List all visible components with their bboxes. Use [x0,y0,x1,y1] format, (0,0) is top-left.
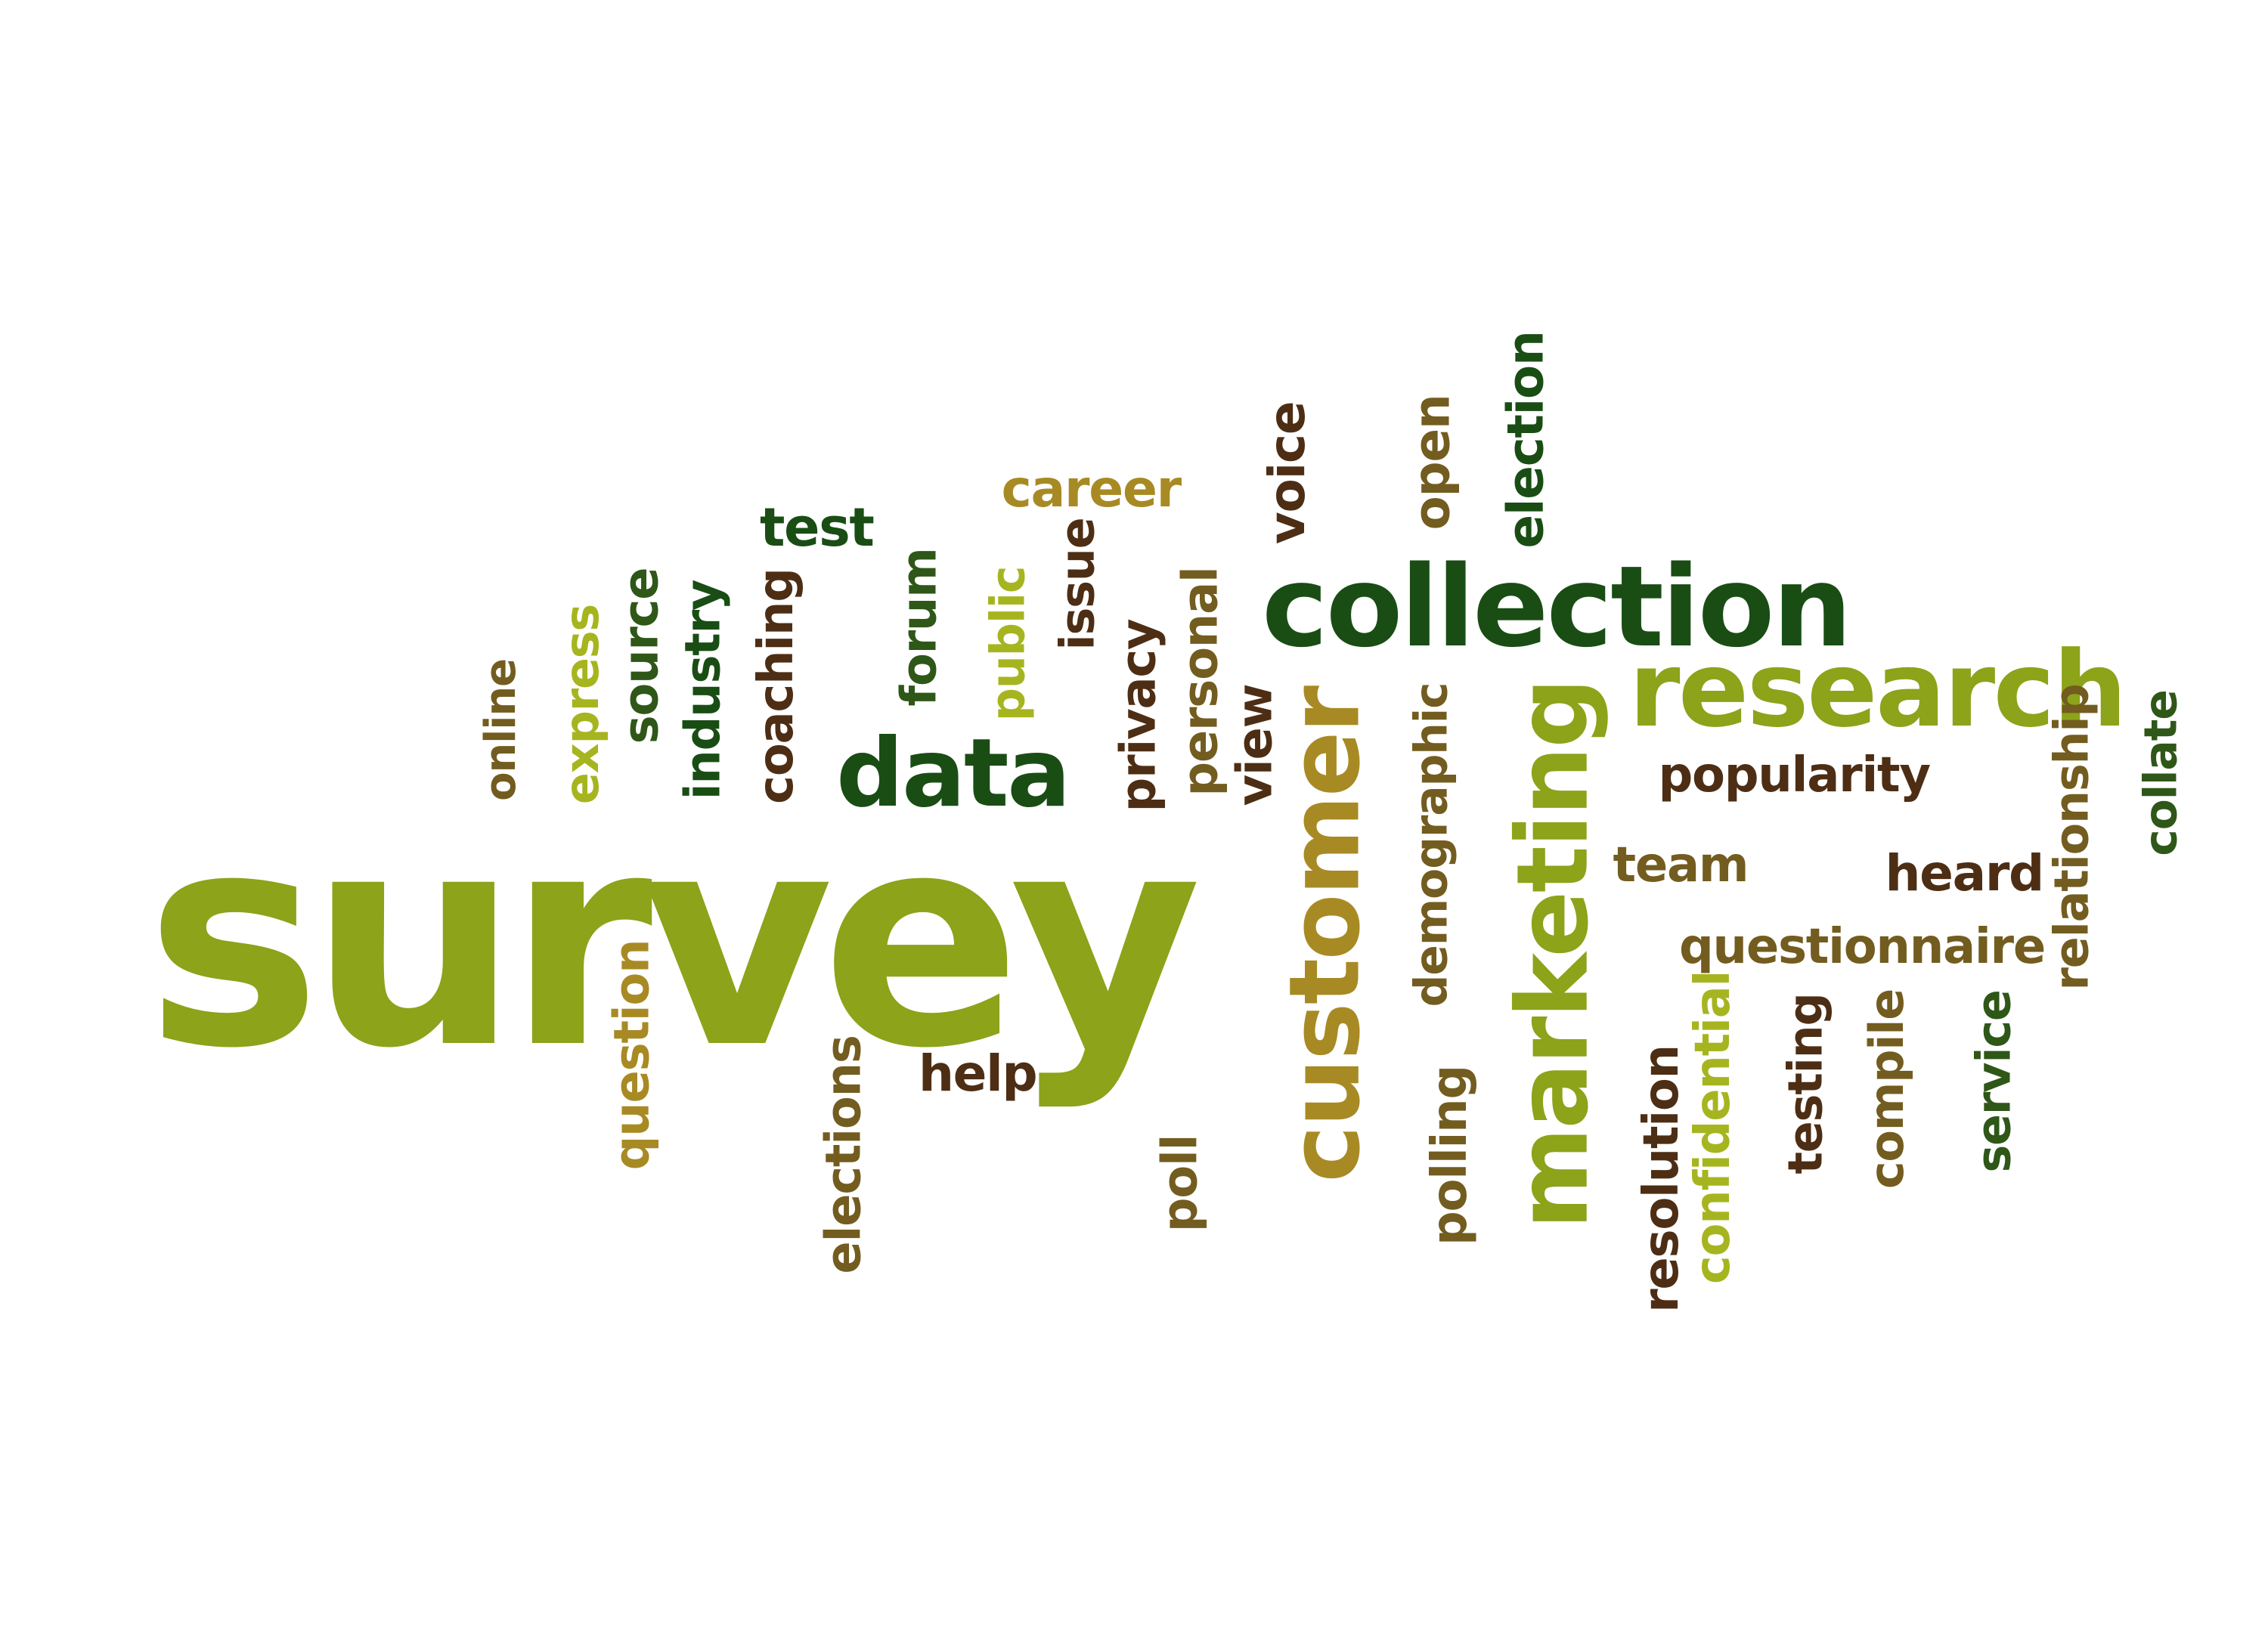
word-questionnaire: questionnaire [1679,919,2046,975]
word-relationship: relationship [2043,684,2099,991]
word-election: election [1496,331,1555,549]
word-open: open [1402,395,1461,531]
word-online: online [476,659,525,801]
word-coaching: coaching [748,568,804,804]
word-express: express [554,604,610,805]
word-privacy: privacy [1110,619,1167,812]
word-industry: industry [674,580,731,800]
word-marketing: marketing [1495,679,1610,1230]
word-view: view [1227,684,1284,806]
word-heard: heard [1885,844,2045,902]
word-collection: collection [1262,542,1852,672]
word-forum: forum [891,548,948,707]
word-confidential: confidential [1685,970,1742,1285]
word-collate: collate [2134,690,2188,856]
word-personal: personal [1173,567,1229,797]
word-customer: customer [1269,687,1382,1183]
word-polling: polling [1422,1065,1479,1246]
word-issue: issue [1049,518,1105,651]
word-help: help [919,1044,1038,1103]
word-source: source [612,568,669,744]
word-testing: testing [1777,993,1833,1174]
word-poll: poll [1151,1134,1208,1233]
word-elections: elections [816,1035,872,1274]
word-survey: survey [145,769,1202,1112]
word-data: data [836,718,1070,828]
word-test: test [760,497,875,559]
word-question: question [603,939,660,1171]
word-research: research [1628,629,2127,750]
word-resolution: resolution [1633,1045,1690,1313]
word-career: career [1001,460,1182,519]
word-team: team [1613,837,1749,893]
word-public: public [979,566,1035,722]
word-compile: compile [1859,989,1915,1190]
word-service: service [1966,990,2022,1173]
word-popularity: popularity [1658,747,1932,803]
word-voice: voice [1258,401,1317,545]
word-demographic: demographic [1405,682,1458,1007]
